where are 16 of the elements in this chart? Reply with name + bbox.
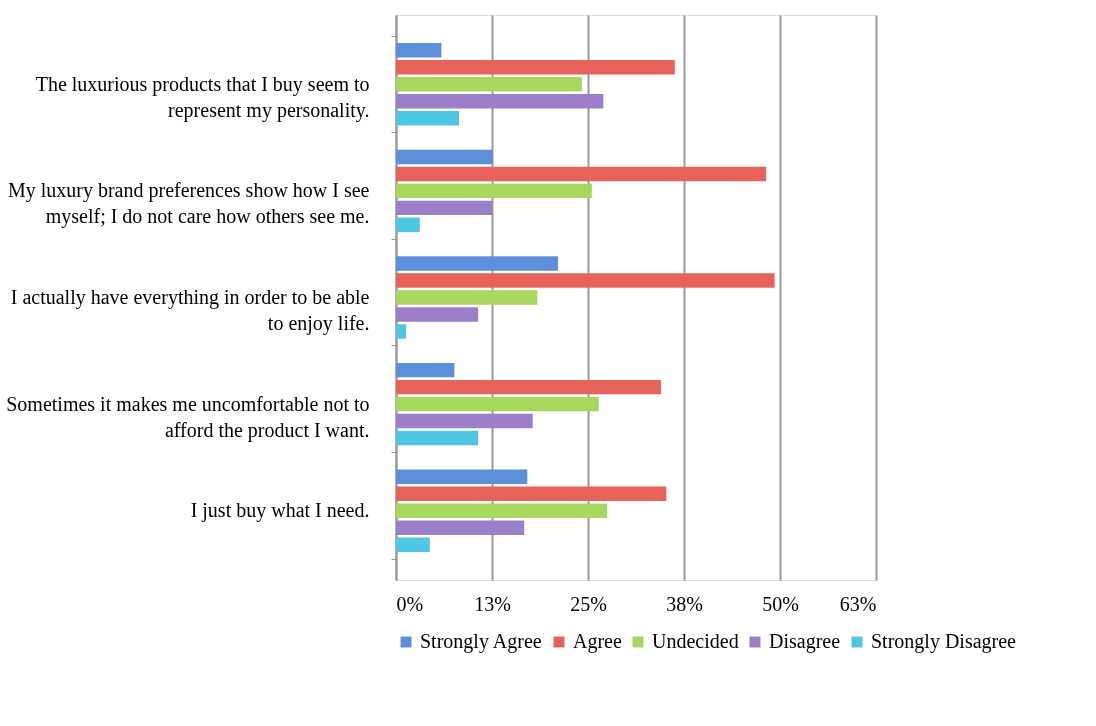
- x-tick-label: 38%: [666, 592, 703, 615]
- y-tick-label: My luxury brand preferences show how I see myself; I do not care how others see me.: [7, 179, 370, 229]
- x-tick-label: 0%: [396, 592, 424, 615]
- y-tick-label: Sometimes it makes me uncomfortable not to afford the product I want.: [6, 392, 370, 442]
- y-tick-label: The luxurious products that I buy seem to represent my personality.: [35, 72, 370, 122]
- y-tick-label: I just buy what I need.: [190, 499, 370, 523]
- y-tick-label: I actually have everything in order to be able to enjoy life.: [10, 286, 370, 335]
- x-tick-label: 25%: [570, 592, 607, 615]
- x-tick-label: 13%: [474, 592, 511, 615]
- legend-label: Disagree: [769, 630, 841, 653]
- x-tick-label: 50%: [762, 592, 799, 615]
- legend-label: Strongly Disagree: [871, 630, 1017, 653]
- legend-label: Agree: [573, 630, 622, 653]
- x-tick-label: 63%: [839, 592, 877, 615]
- legend-label: Undecided: [652, 630, 739, 652]
- legend-label: Strongly Agree: [420, 630, 542, 653]
